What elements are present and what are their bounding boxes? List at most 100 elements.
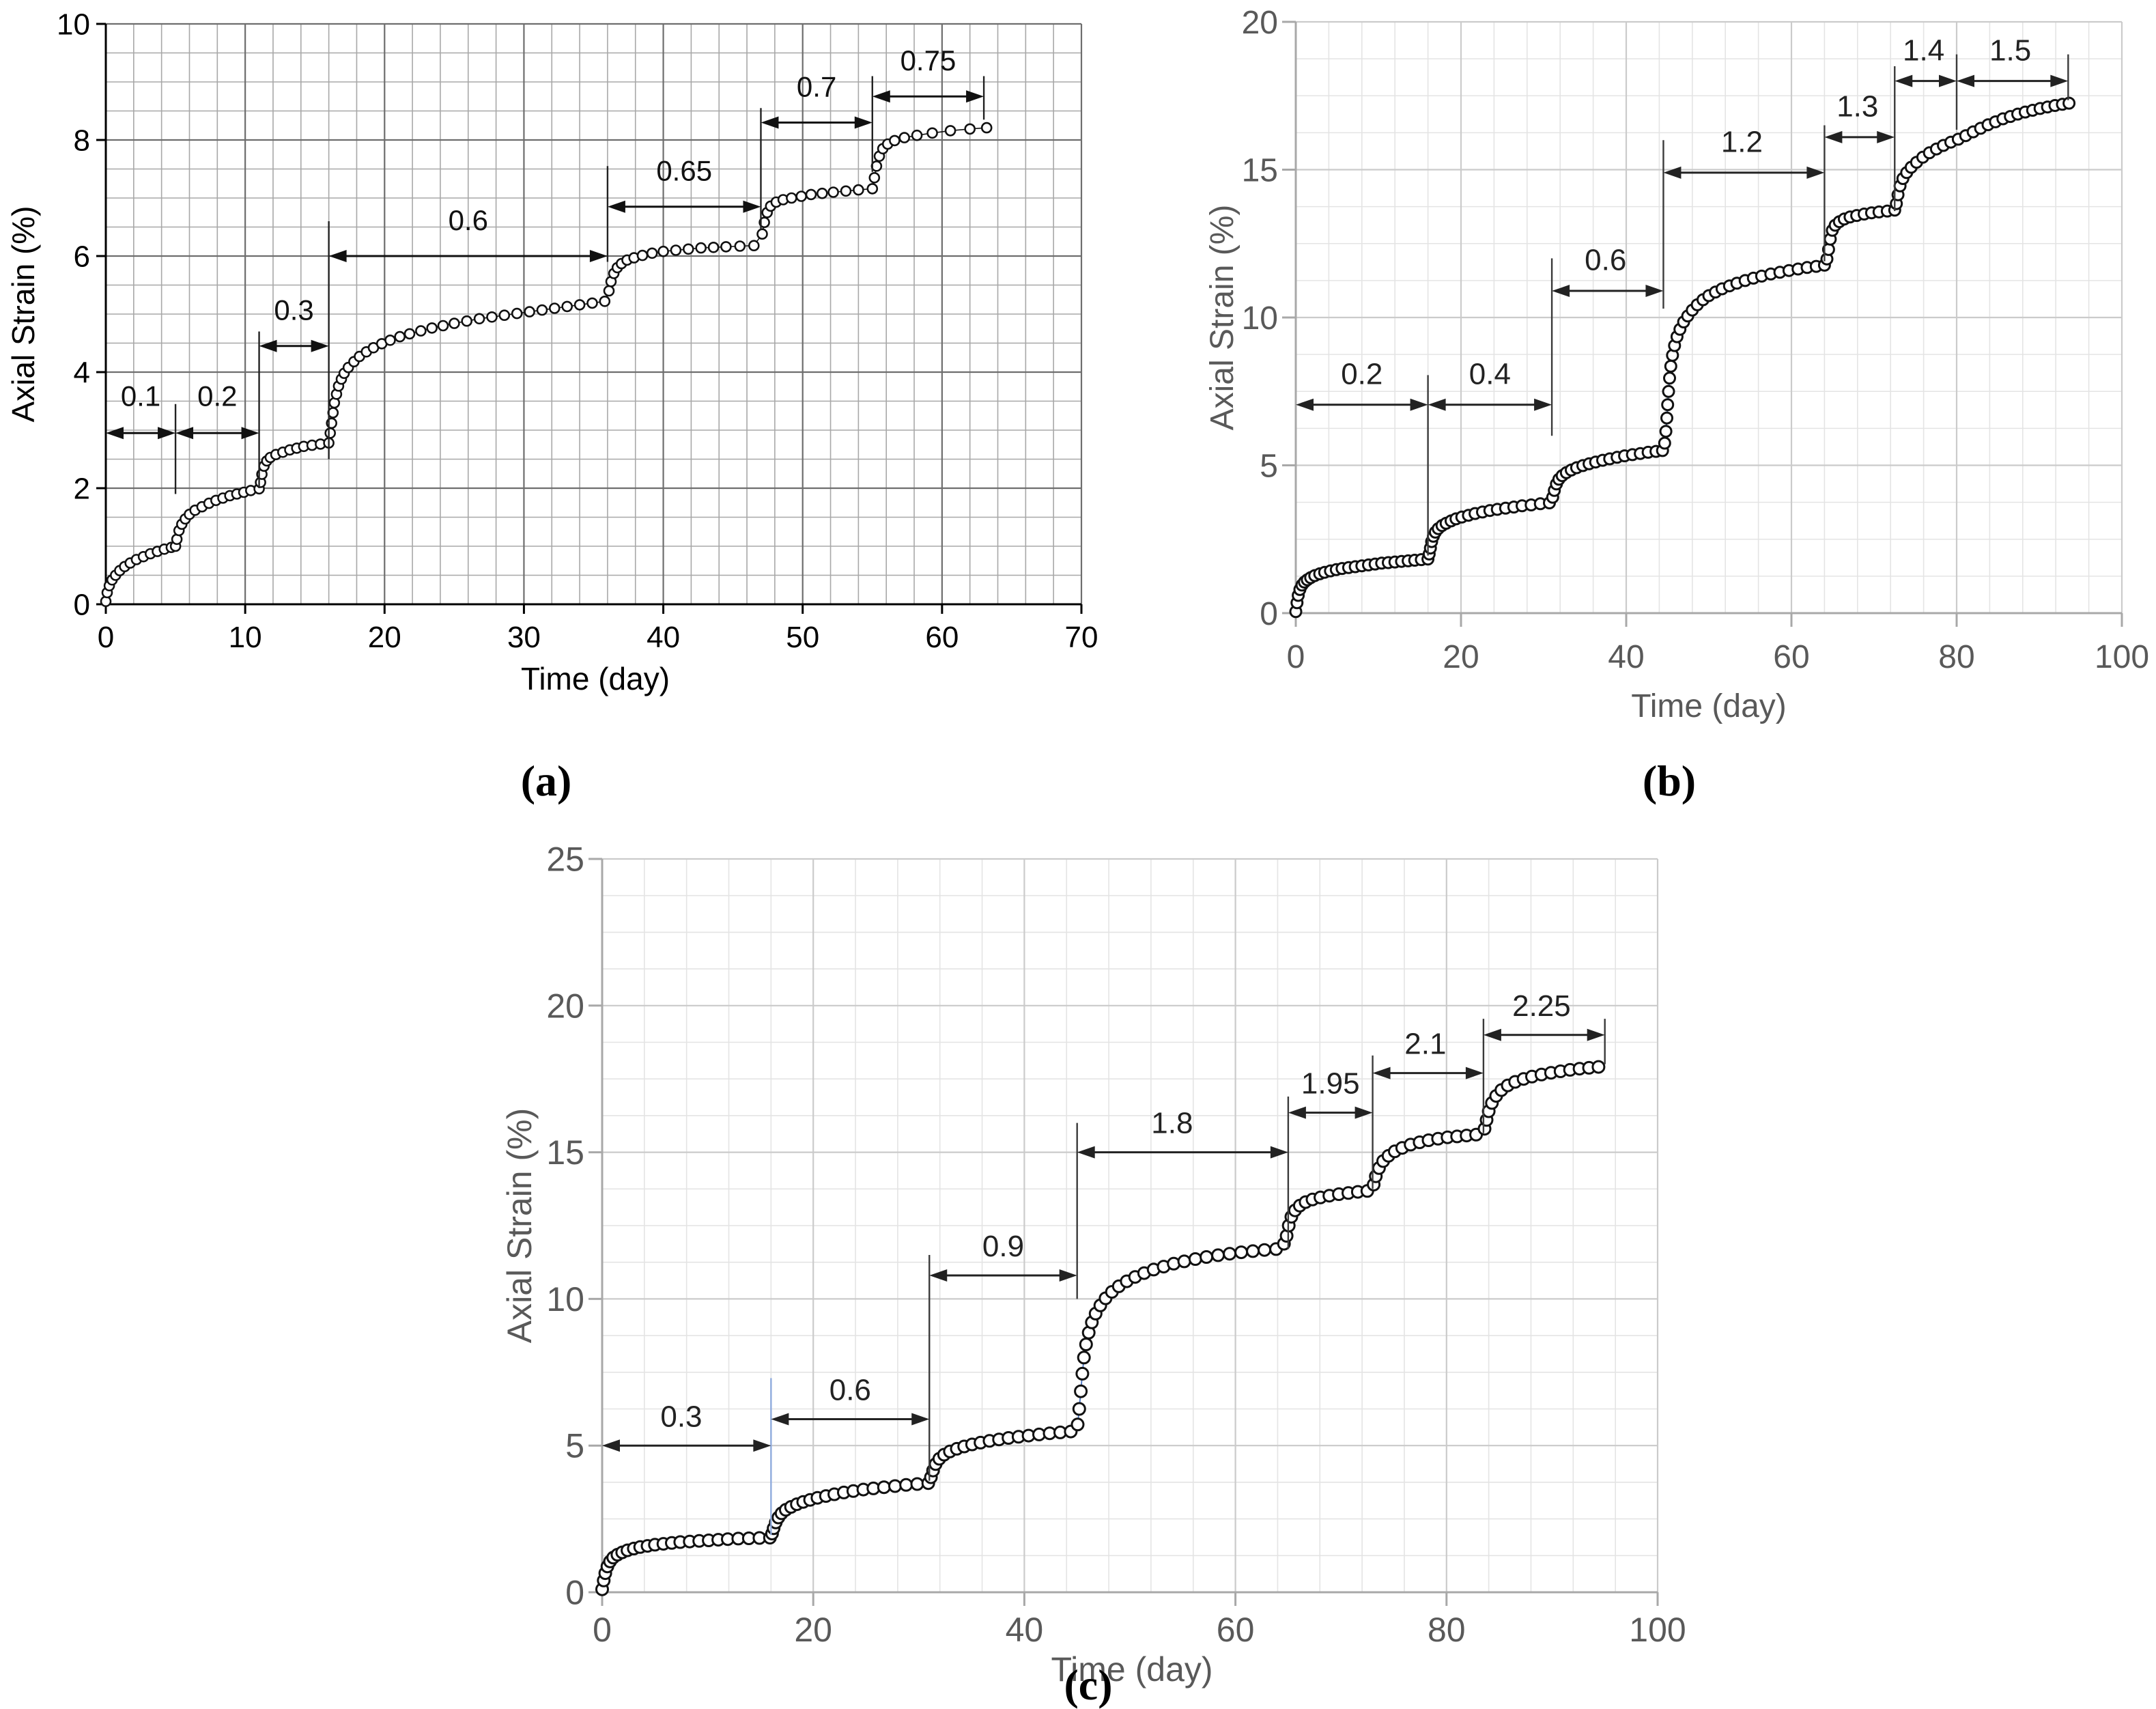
x-tick-label: 40 xyxy=(1006,1611,1044,1649)
data-point xyxy=(853,184,864,196)
x-tick-label: 60 xyxy=(1217,1611,1255,1649)
stage-load-label: 0.4 xyxy=(1469,357,1511,391)
arrow-right-icon xyxy=(1059,1269,1077,1282)
data-point xyxy=(1211,1248,1225,1262)
data-point xyxy=(548,302,561,314)
data-point xyxy=(870,160,883,172)
arrow-right-icon xyxy=(911,1413,930,1426)
y-tick-label: 10 xyxy=(57,8,90,41)
arrow-left-icon xyxy=(1296,398,1314,411)
stage-annotations: 0.3 0.6 0.9 1.8 1.95 2.1 2.25 xyxy=(602,989,1605,1452)
arrow-left-icon xyxy=(1663,166,1682,179)
y-tick-label: 5 xyxy=(565,1427,584,1465)
arrow-left-icon xyxy=(1483,1028,1501,1041)
data-point xyxy=(1077,1351,1091,1365)
data-point xyxy=(461,315,473,327)
y-tick-label: 6 xyxy=(74,240,90,273)
x-tick-label: 20 xyxy=(368,621,401,654)
arrow-right-icon xyxy=(1465,1067,1484,1079)
data-point xyxy=(817,187,828,199)
grid xyxy=(1294,20,2123,615)
x-tick-label: 0 xyxy=(98,621,114,654)
y-tick-label: 25 xyxy=(546,841,584,879)
x-tick-label: 20 xyxy=(794,1611,832,1649)
data-point xyxy=(827,186,839,198)
x-tick-label: 100 xyxy=(1629,1611,1686,1649)
stage-load-label: 0.75 xyxy=(900,44,956,76)
arrow-left-icon xyxy=(1077,1146,1095,1159)
x-axis-title: Time (day) xyxy=(521,661,670,696)
data-point xyxy=(324,427,337,439)
data-point xyxy=(394,330,406,343)
arrow-right-icon xyxy=(1645,285,1664,298)
arrow-left-icon xyxy=(259,339,277,352)
tick-labels: 0 20 40 60 80 100 0 5 10 15 20 xyxy=(1242,5,2149,675)
arrow-left-icon xyxy=(1372,1067,1391,1079)
data-point xyxy=(536,304,548,316)
data-point xyxy=(1591,1060,1606,1074)
arrow-right-icon xyxy=(753,1439,771,1452)
stage-annotations: 0.2 0.4 0.6 1.2 1.3 1.4 1.5 xyxy=(1296,33,2069,411)
stage-load-label: 0.3 xyxy=(274,294,313,326)
panel-caption-a: (a) xyxy=(521,757,572,805)
arrow-left-icon xyxy=(929,1269,948,1282)
data-point xyxy=(695,242,707,254)
y-tick-label: 10 xyxy=(546,1280,584,1318)
data-point xyxy=(795,190,807,202)
x-tick-label: 100 xyxy=(2095,639,2149,675)
data-point xyxy=(586,297,598,309)
stage-boundary-lines xyxy=(174,76,985,494)
x-tick-label: 20 xyxy=(1443,639,1479,675)
x-axis-title: Time (day) xyxy=(1631,688,1787,724)
grid xyxy=(601,858,1659,1594)
data-point xyxy=(1200,1250,1214,1264)
arrow-right-icon xyxy=(1270,1146,1288,1159)
stage-load-label: 1.8 xyxy=(1151,1107,1193,1140)
stage-load-label: 0.2 xyxy=(197,380,237,412)
stage-load-label: 1.5 xyxy=(1989,33,2031,67)
data-point xyxy=(720,241,732,253)
data-point xyxy=(877,1480,891,1495)
data-point xyxy=(1075,1366,1090,1381)
data-point xyxy=(1658,436,1671,450)
y-tick-label: 5 xyxy=(1260,448,1278,484)
panel-caption-c: (c) xyxy=(1064,1661,1112,1709)
stage-load-label: 0.6 xyxy=(1585,244,1626,277)
data-point xyxy=(964,123,976,135)
data-point xyxy=(926,127,938,139)
x-tick-label: 40 xyxy=(1608,639,1644,675)
stage-load-label: 0.6 xyxy=(449,204,488,236)
arrow-left-icon xyxy=(872,90,890,103)
data-point xyxy=(486,311,498,323)
data-point xyxy=(1664,359,1677,373)
arrow-right-icon xyxy=(1534,398,1552,411)
arrow-right-icon xyxy=(589,250,608,262)
data-point xyxy=(756,228,768,240)
data-point xyxy=(1258,1243,1272,1257)
data-point xyxy=(980,122,993,134)
y-tick-label: 0 xyxy=(1260,596,1278,632)
arrow-right-icon xyxy=(241,427,259,440)
arrow-left-icon xyxy=(1428,398,1446,411)
data-point xyxy=(707,241,720,253)
x-tick-label: 60 xyxy=(1773,639,1809,675)
x-tick-label: 10 xyxy=(229,621,262,654)
data-point xyxy=(403,328,416,340)
data-point xyxy=(898,132,910,143)
data-point xyxy=(899,1478,913,1492)
x-tick-label: 60 xyxy=(925,621,959,654)
data-point xyxy=(944,125,956,137)
data-point xyxy=(2062,96,2076,110)
tick-labels: 0 10 20 30 40 50 60 70 0 2 4 6 8 10 xyxy=(57,8,1098,654)
data-point xyxy=(511,307,523,320)
arrow-left-icon xyxy=(106,427,124,440)
x-tick-label: 80 xyxy=(1938,639,1974,675)
arrow-right-icon xyxy=(1354,1106,1373,1119)
data-point xyxy=(1177,1254,1191,1269)
arrow-right-icon xyxy=(1939,74,1957,87)
chart-c-group: 0 20 40 60 80 100 0 5 10 15 20 25 Time (day) Axial St… xyxy=(500,841,1686,1709)
y-axis-title: Axial Strain (%) xyxy=(500,1108,539,1344)
data-point xyxy=(840,185,852,197)
series-markers xyxy=(595,1060,1606,1596)
